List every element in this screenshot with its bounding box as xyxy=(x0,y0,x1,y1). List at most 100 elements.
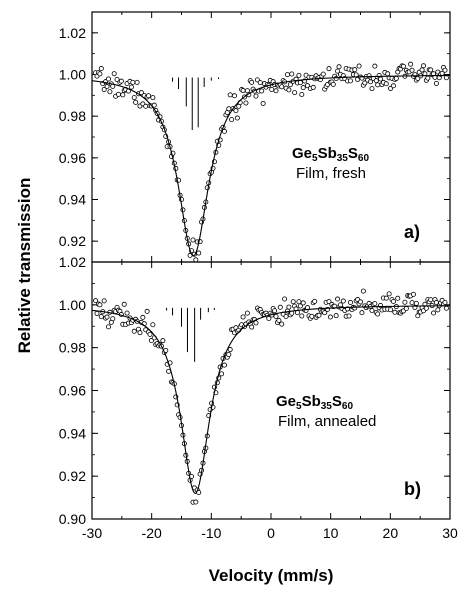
panel-b-data-point xyxy=(98,314,104,320)
panel-b-formula-part: 60 xyxy=(342,401,354,412)
panel-a-data-point xyxy=(231,93,237,99)
panel-a-data-point xyxy=(128,84,134,90)
panel-b-data-point xyxy=(346,313,352,319)
panel-a-data-point xyxy=(320,71,326,77)
panel-a-formula-part: 60 xyxy=(358,153,370,164)
panel-b-data-point xyxy=(386,291,392,297)
panel-a-data-point xyxy=(221,128,227,134)
panel-a-data-point xyxy=(409,67,415,73)
panel-b-data-point xyxy=(219,371,225,377)
panel-b-data-point xyxy=(375,311,381,317)
panel-a-data-point xyxy=(253,93,259,99)
panel-a-data-point xyxy=(114,76,120,82)
panel-b-data-point xyxy=(266,315,272,321)
panel-a-data-point xyxy=(107,89,113,95)
panel-b-data-point xyxy=(249,324,255,330)
panel-b-data-point xyxy=(296,299,302,305)
panel-b-xtick-label: 20 xyxy=(383,525,399,541)
panel-a-data-point xyxy=(400,63,406,69)
panel-b-xtick-label: 10 xyxy=(323,525,339,541)
panel-b-data-point xyxy=(333,313,339,319)
panel-a-data-point xyxy=(369,86,375,92)
panel-b-data-point xyxy=(105,324,111,330)
panel-a-data-point xyxy=(138,90,144,96)
panel-a-data-point xyxy=(378,76,384,82)
panel-a-data-point xyxy=(118,78,124,84)
panel-a-formula-part: 5 xyxy=(312,153,318,164)
panel-b-formula-part: 35 xyxy=(321,401,333,412)
panel-a-data-point xyxy=(368,79,374,85)
panel-a-data-points xyxy=(93,61,449,263)
panel-a-data-point xyxy=(419,67,425,73)
panel-a-data-point xyxy=(428,67,434,73)
panel-a-ytick-label: 1.02 xyxy=(59,25,86,41)
panel-a-data-point xyxy=(297,80,303,86)
panel-a-formula-part: S xyxy=(348,145,358,162)
panel-b-xtick-label: 30 xyxy=(442,525,458,541)
y-axis-title: Relative transmission xyxy=(15,178,34,354)
panel-a-data-point xyxy=(105,76,111,82)
panel-b-fit-curve xyxy=(91,305,450,494)
panel-a-data-point xyxy=(146,93,152,99)
panel-a-ytick-label: 0.94 xyxy=(59,192,86,208)
panel-b-ytick-label: 0.90 xyxy=(59,511,86,527)
panel-a-data-point xyxy=(333,76,339,82)
x-axis-title: Velocity (mm/s) xyxy=(209,566,334,585)
panel-b-data-point xyxy=(340,298,346,304)
panel-b-data-point xyxy=(309,313,315,319)
panel-a-data-point xyxy=(226,106,232,112)
panel-a-formula: Ge5Sb35S60 xyxy=(292,145,369,164)
panel-a-formula-part: Sb xyxy=(318,145,337,162)
panel-a-formula-part: 35 xyxy=(337,153,349,164)
panel-a-data-point xyxy=(442,67,448,73)
panel-a-data-point xyxy=(326,66,332,72)
panel-b-data-point xyxy=(147,331,153,337)
panel-b-data-point xyxy=(409,300,415,306)
panel-a-data-point xyxy=(289,71,295,77)
panel-b-data-point xyxy=(227,347,233,353)
panel-b-data-point xyxy=(423,305,429,311)
panel-b-data-point xyxy=(244,310,250,316)
panel-b-ytick-label: 0.96 xyxy=(59,383,86,399)
panel-b-data-point xyxy=(282,296,288,302)
panel-a-data-point xyxy=(292,90,298,96)
panel-b-data-point xyxy=(403,306,409,312)
panel-b-data-point xyxy=(297,303,303,309)
panel-a-data-point xyxy=(101,86,107,92)
panel-b-data-point xyxy=(352,305,358,311)
panel-b-data-point xyxy=(347,299,353,305)
panel-b-frame xyxy=(91,261,451,520)
panel-b-formula-part: S xyxy=(332,393,342,410)
panel-b-data-point xyxy=(431,310,437,316)
panel-a-data-point xyxy=(335,68,341,74)
panel-a-data-point xyxy=(257,80,263,86)
panel-b-data-point xyxy=(357,299,363,305)
panel-a-data-point xyxy=(120,92,126,98)
panel-b-data-point xyxy=(435,307,441,313)
panel-a-data-point xyxy=(390,83,396,89)
panel-a-data-point xyxy=(366,73,372,79)
panel-a-data-point xyxy=(284,72,290,78)
panel-b-letter: b) xyxy=(404,479,421,499)
panel-b-xtick-label: -30 xyxy=(82,525,102,541)
panel-b-xtick-label: -20 xyxy=(142,525,162,541)
panel-b-ytick-label: 1.02 xyxy=(59,254,86,270)
panel-b-data-point xyxy=(335,296,341,302)
panel-a-components xyxy=(172,77,219,130)
panel-b-data-point xyxy=(388,307,394,313)
panel-a-data-point xyxy=(104,84,110,90)
panel-a-data-point xyxy=(234,115,240,121)
panel-a-data-point xyxy=(330,81,336,87)
panel-a-data-point xyxy=(433,80,439,86)
panel-b-data-point xyxy=(94,310,100,316)
panel-a-data-point xyxy=(310,84,316,90)
panel-a-data-point xyxy=(352,67,358,73)
panel-a-data-point xyxy=(150,95,156,101)
panel-a-data-point xyxy=(97,71,103,77)
panel-b-data-point xyxy=(372,301,378,307)
panel-b-data-point xyxy=(137,330,143,336)
panel-b-data-point xyxy=(383,295,389,301)
panel-b-data-point xyxy=(442,299,448,305)
panel-b-data-point xyxy=(300,300,306,306)
panel-a-data-point xyxy=(243,100,249,106)
